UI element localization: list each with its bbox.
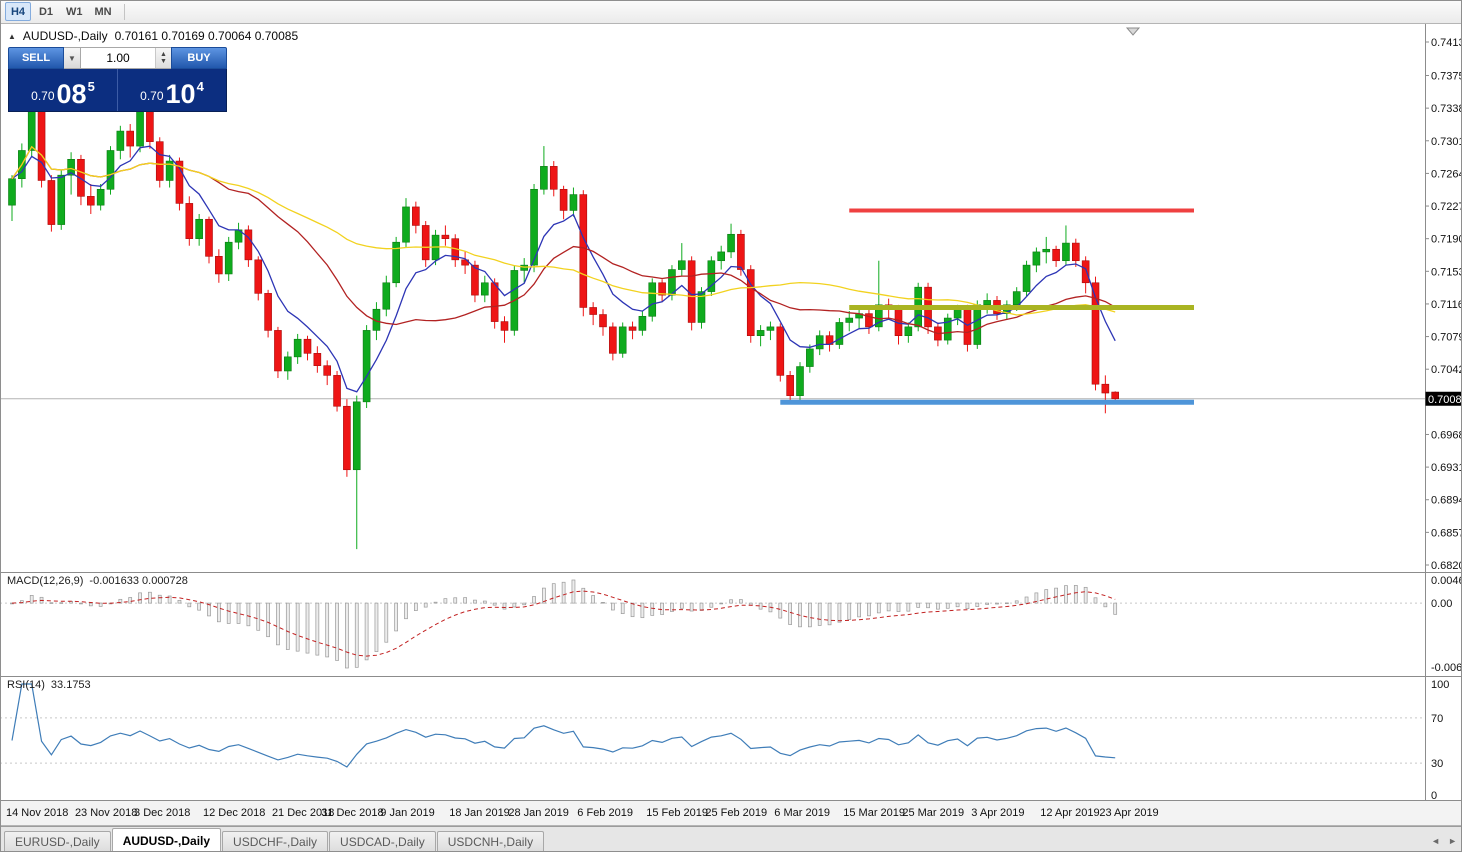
macd-splitter[interactable] — [0, 570, 1425, 574]
chart-tab-usdcnh-daily[interactable]: USDCNH-,Daily — [436, 831, 545, 852]
sell-price-quote[interactable]: 0.70 08 5 — [9, 69, 118, 111]
chart-tab-audusd-daily[interactable]: AUDUSD-,Daily — [111, 828, 222, 852]
rsi-value: 33.1753 — [50, 679, 91, 691]
chart-ohlc-values: 0.70161 0.70169 0.70064 0.70085 — [114, 29, 299, 43]
macd-label: MACD(12,26,9) — [7, 575, 84, 587]
chart-tab-usdcad-daily[interactable]: USDCAD-,Daily — [329, 831, 436, 852]
price-axis[interactable] — [1425, 24, 1462, 800]
charts-tab-bar: EURUSD-,Daily AUDUSD-,Daily USDCHF-,Daily U… — [0, 826, 1462, 852]
volume-value[interactable]: 1.00 — [106, 51, 130, 65]
macd-label-row: MACD(12,26,9) -0.001633 0.000728 — [7, 575, 188, 587]
sell-price-pip-digit: 5 — [87, 79, 95, 94]
timeframe-w1-button[interactable]: W1 — [61, 2, 88, 21]
volume-spinner[interactable]: ▲ ▼ — [155, 48, 171, 68]
rsi-label: RSI(14) — [7, 679, 45, 691]
buy-price-quote[interactable]: 0.70 10 4 — [118, 69, 226, 111]
chart-tab-usdchf-daily[interactable]: USDCHF-,Daily — [222, 831, 329, 852]
buy-price-prefix: 0.70 — [140, 89, 164, 103]
volume-input[interactable]: 1.00 ▲ ▼ — [81, 47, 171, 69]
rsi-label-row: RSI(14) 33.1753 — [7, 679, 91, 691]
toolbar-separator — [123, 3, 125, 20]
one-click-trading-panel: SELL ▼ 1.00 ▲ ▼ BUY 0.70 08 5 0.70 10 4 — [8, 47, 227, 112]
sell-price-big-digits: 08 — [56, 79, 87, 109]
buy-price-pip-digit: 4 — [196, 79, 204, 94]
volume-dropdown-icon[interactable]: ▼ — [64, 47, 81, 69]
chart-header: ▲ AUDUSD-,Daily 0.70161 0.70169 0.70064 … — [8, 29, 298, 43]
timeframe-h4-button[interactable]: H4 — [5, 2, 31, 21]
price-quote-panel: 0.70 08 5 0.70 10 4 — [8, 69, 227, 112]
timeframe-d1-button[interactable]: D1 — [33, 2, 59, 21]
tab-navigation: ◄ ► — [1431, 836, 1457, 846]
buy-button[interactable]: BUY — [171, 47, 227, 69]
tabs-scroll-right-icon[interactable]: ► — [1448, 836, 1457, 846]
timeframe-button-group: H4 D1 W1 MN — [5, 2, 117, 21]
rsi-splitter[interactable] — [0, 674, 1425, 678]
time-axis-splitter[interactable] — [0, 798, 1425, 802]
sell-price-prefix: 0.70 — [31, 89, 55, 103]
chart-tab-eurusd-daily[interactable]: EURUSD-,Daily — [4, 831, 111, 852]
sell-button[interactable]: SELL — [8, 47, 64, 69]
rsi-pane[interactable] — [0, 676, 1425, 800]
timeframe-toolbar: H4 D1 W1 MN — [0, 0, 1462, 24]
chart-title: AUDUSD-,Daily — [22, 29, 108, 43]
time-axis[interactable] — [0, 800, 1462, 826]
macd-values: -0.001633 0.000728 — [89, 575, 188, 587]
macd-pane[interactable] — [0, 572, 1425, 676]
collapse-one-click-icon[interactable]: ▲ — [8, 31, 16, 41]
spin-up-icon[interactable]: ▲ — [160, 51, 167, 58]
spin-down-icon[interactable]: ▼ — [160, 58, 167, 65]
tabs-scroll-left-icon[interactable]: ◄ — [1431, 836, 1441, 846]
chart-tabs: EURUSD-,Daily AUDUSD-,Daily USDCHF-,Daily U… — [4, 828, 545, 852]
buy-price-big-digits: 10 — [165, 79, 196, 109]
timeframe-mn-button[interactable]: MN — [90, 2, 117, 21]
